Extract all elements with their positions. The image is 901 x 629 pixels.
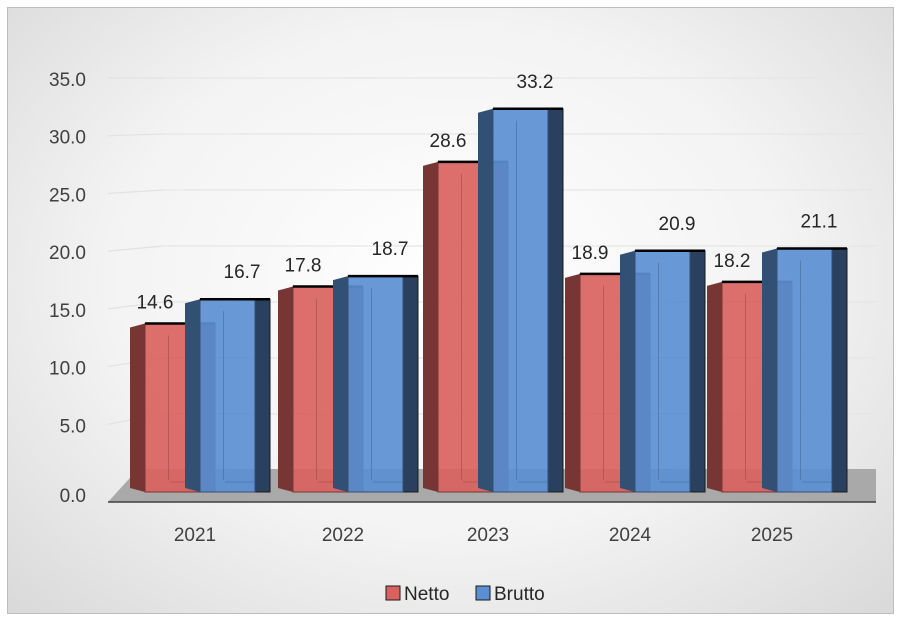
chart: 0.05.010.015.020.025.030.035.0 2021 2022 2… [49, 70, 876, 605]
gridline-depth [107, 301, 164, 310]
bar-brutto-2023 [492, 108, 549, 493]
bar-back-edge [333, 276, 348, 492]
bar-back-edge [478, 108, 493, 492]
bar-back-edge [423, 161, 438, 493]
x-tick-label: 2025 [751, 525, 793, 546]
bar-brutto-2025 [776, 247, 833, 493]
data-label-netto: 18.2 [714, 251, 751, 272]
gridline-depth [107, 245, 164, 252]
x-tick-label: 2021 [174, 525, 216, 546]
bar-back-edge [707, 281, 722, 492]
y-tick-label: 30.0 [49, 128, 86, 149]
data-label-brutto: 21.1 [801, 211, 838, 232]
legend: Netto Brutto [385, 584, 545, 605]
bar-back-edge [278, 286, 293, 492]
y-tick-label: 20.0 [49, 243, 86, 264]
data-label-netto: 14.6 [137, 292, 174, 313]
y-tick-label: 5.0 [60, 416, 86, 437]
bar-brutto-2021 [199, 298, 256, 493]
bar-side [831, 247, 848, 493]
data-label-brutto: 18.7 [372, 239, 409, 260]
bars [130, 107, 848, 493]
data-label-brutto: 20.9 [659, 214, 696, 235]
y-tick-label: 0.0 [60, 486, 86, 507]
x-tick-label: 2024 [609, 525, 652, 546]
legend-label-netto: Netto [404, 584, 449, 605]
y-tick-label: 15.0 [49, 301, 86, 322]
data-label-netto: 28.6 [430, 131, 467, 152]
y-tick-label: 10.0 [49, 359, 86, 380]
x-tick-label: 2023 [467, 525, 509, 546]
x-tick-label: 2022 [322, 525, 364, 546]
bar-side [689, 250, 706, 493]
bar-back-edge [130, 323, 145, 492]
bar-side [402, 275, 419, 493]
y-tick-label: 25.0 [49, 185, 86, 206]
y-axis-ticks: 0.0 5.0 10.0 15.0 20.0 25.0 30.0 35.0 [49, 70, 86, 507]
gridline-depth [107, 133, 164, 137]
x-axis-labels: 2021 2022 2023 2024 2025 [174, 525, 793, 546]
bar-back-edge [762, 248, 777, 492]
bar-back-edge [565, 273, 580, 492]
bar-side [254, 298, 271, 493]
data-label-brutto: 16.7 [224, 262, 261, 283]
gridline-depth [107, 189, 164, 195]
bar-brutto-2024 [634, 250, 691, 493]
data-label-netto: 18.9 [572, 243, 609, 264]
bar-back-edge [620, 250, 635, 492]
legend-swatch-brutto [475, 585, 491, 601]
bar-side [547, 108, 564, 493]
y-tick-label: 35.0 [49, 70, 86, 91]
chart-frame: 0.0 5.0 10.0 15.0 20.0 25.0 30.0 35.0 2021 2022 2… [7, 7, 894, 614]
bar-brutto-2022 [347, 275, 404, 493]
bar-back-edge [185, 299, 200, 492]
legend-swatch-netto [385, 585, 401, 601]
data-labels: 14.6 16.7 17.8 18.7 28.6 33.2 18.9 20.9 18.2 21.1 [137, 72, 838, 314]
data-label-brutto: 33.2 [517, 72, 554, 93]
legend-label-brutto: Brutto [494, 584, 545, 605]
data-label-netto: 17.8 [285, 256, 322, 277]
